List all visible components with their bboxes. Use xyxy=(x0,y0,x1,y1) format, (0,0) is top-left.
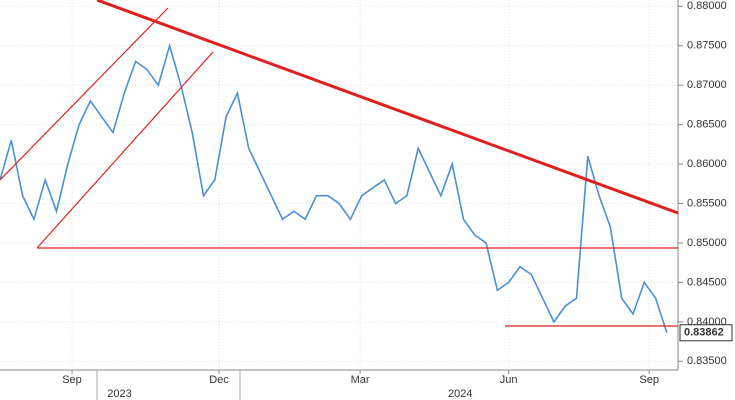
y-tick-label: 0.83500 xyxy=(687,355,727,367)
x-tick-label: Sep xyxy=(639,374,659,386)
y-tick-label: 0.85500 xyxy=(687,197,727,209)
channel-line xyxy=(0,7,169,181)
y-tick-label: 0.86500 xyxy=(687,119,727,131)
channel-line xyxy=(36,51,214,249)
y-tick-label: 0.87500 xyxy=(687,40,727,52)
year-label: 2024 xyxy=(448,388,472,400)
plot-area xyxy=(0,0,678,370)
y-tick-label: 0.85000 xyxy=(687,237,727,249)
y-tick-label: 0.88000 xyxy=(687,0,727,12)
trend-line xyxy=(96,0,679,215)
x-tick-label: Dec xyxy=(209,374,229,386)
year-label: 2023 xyxy=(107,388,131,400)
price-line xyxy=(0,42,668,334)
y-tick-label: 0.86000 xyxy=(687,158,727,170)
x-tick-label: Jun xyxy=(500,374,518,386)
last-price-label: 0.83862 xyxy=(684,327,724,339)
y-tick-label: 0.87000 xyxy=(687,79,727,91)
x-tick-label: Mar xyxy=(351,374,370,386)
x-tick-label: Sep xyxy=(62,374,82,386)
y-tick-label: 0.84500 xyxy=(687,276,727,288)
last-price-box xyxy=(679,324,733,342)
